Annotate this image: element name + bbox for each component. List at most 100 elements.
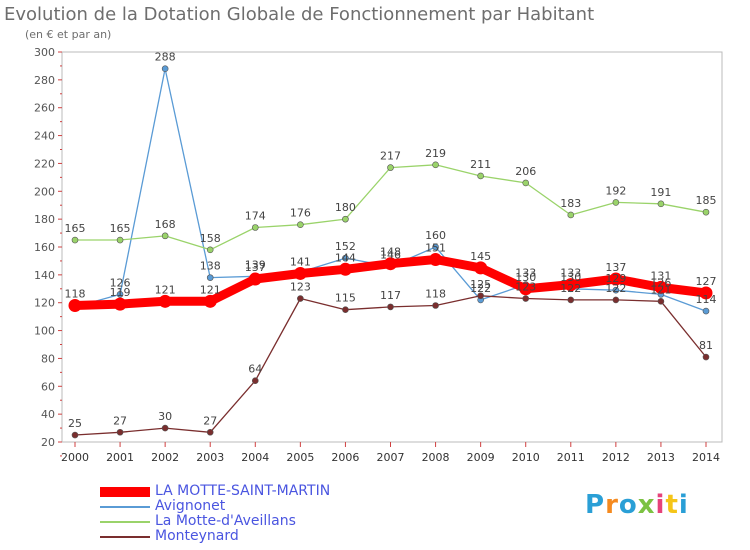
data-label-la-motte-daveillans: 192	[605, 184, 626, 197]
data-label-avignonet: 130	[560, 271, 581, 284]
legend-item-la-motte-daveillans: La Motte-d'Aveillans	[100, 514, 330, 529]
data-point-la-motte-daveillans	[432, 161, 439, 169]
data-point-la-motte-saint-martin	[68, 299, 82, 312]
data-point-la-motte-saint-martin	[474, 261, 488, 275]
legend-label: La Motte-d'Aveillans	[155, 513, 296, 529]
data-point-la-motte-saint-martin	[248, 272, 262, 286]
data-point-la-motte-daveillans	[71, 236, 79, 244]
x-tick-label: 2000	[61, 451, 89, 464]
data-label-la-motte-saint-martin: 144	[335, 251, 356, 264]
data-point-la-motte-saint-martin	[699, 286, 713, 300]
data-label-la-motte-saint-martin: 121	[200, 283, 221, 296]
y-tick-label: 40	[41, 408, 55, 421]
data-point-la-motte-daveillans	[522, 179, 530, 187]
data-point-la-motte-daveillans	[612, 199, 620, 206]
x-tick-label: 2006	[331, 451, 359, 464]
data-label-avignonet: 133	[515, 267, 536, 280]
data-label-la-motte-daveillans: 217	[380, 150, 401, 163]
x-tick-label: 2003	[196, 451, 224, 464]
data-point-la-motte-daveillans	[567, 211, 575, 219]
x-tick-label: 2008	[422, 451, 450, 464]
y-tick-label: 180	[34, 213, 55, 226]
y-tick-label: 220	[34, 157, 55, 170]
data-label-la-motte-daveillans: 191	[650, 186, 671, 199]
x-tick-label: 2002	[151, 451, 179, 464]
data-label-la-motte-daveillans: 176	[290, 207, 311, 220]
data-point-la-motte-saint-martin	[564, 278, 578, 292]
data-label-monteynard: 121	[650, 283, 671, 296]
y-tick-label: 280	[34, 74, 55, 87]
data-label-monteynard: 27	[113, 414, 127, 427]
x-tick-label: 2011	[557, 451, 585, 464]
data-point-la-motte-saint-martin	[384, 257, 397, 271]
data-label-monteynard: 25	[68, 417, 82, 430]
data-label-la-motte-saint-martin: 133	[560, 267, 581, 280]
data-label-avignonet: 122	[470, 282, 491, 295]
y-tick-label: 260	[34, 102, 55, 115]
data-label-avignonet: 160	[425, 229, 446, 242]
data-label-monteynard: 27	[203, 414, 217, 427]
data-point-la-motte-saint-martin	[293, 266, 307, 280]
x-tick-label: 2010	[512, 451, 540, 464]
proxiti-logo: Proxiti	[585, 490, 689, 520]
series-line-la-motte-daveillans	[74, 164, 707, 251]
data-point-avignonet	[702, 307, 710, 315]
logo-letter: r	[605, 490, 619, 520]
logo-letter: t	[665, 490, 679, 520]
data-label-la-motte-saint-martin: 130	[515, 271, 536, 284]
data-label-avignonet: 114	[696, 293, 717, 306]
data-point-avignonet	[612, 286, 620, 294]
x-tick-label: 2014	[692, 451, 720, 464]
data-label-avignonet: 152	[335, 240, 356, 253]
data-point-monteynard	[567, 296, 575, 304]
y-tick-label: 140	[34, 269, 55, 282]
data-label-avignonet: 139	[245, 258, 266, 271]
data-point-monteynard	[657, 298, 665, 305]
legend-swatch	[100, 520, 150, 523]
data-label-la-motte-daveillans: 174	[245, 210, 266, 223]
data-point-monteynard	[432, 302, 439, 309]
data-point-la-motte-daveillans	[657, 200, 665, 208]
data-point-la-motte-saint-martin	[203, 294, 217, 308]
data-label-la-motte-daveillans: 219	[425, 147, 446, 160]
x-tick-label: 2009	[467, 451, 495, 464]
line-chart: 20 40 60 80 100 120 140 160 180 200 220 240 260 280 30…	[34, 46, 723, 464]
data-point-la-motte-saint-martin	[609, 272, 623, 286]
data-point-monteynard	[702, 353, 710, 361]
data-label-la-motte-daveillans: 168	[155, 218, 176, 231]
y-tick-label: 80	[41, 352, 55, 365]
y-tick-label: 160	[34, 241, 55, 254]
data-point-la-motte-daveillans	[477, 172, 484, 180]
legend-swatch	[100, 486, 150, 497]
data-label-monteynard: 115	[335, 292, 356, 305]
data-point-la-motte-saint-martin	[158, 294, 172, 308]
data-point-avignonet	[161, 65, 169, 73]
x-tick-label: 2013	[647, 451, 675, 464]
data-label-la-motte-saint-martin: 131	[650, 269, 671, 282]
data-label-monteynard: 30	[158, 410, 172, 423]
data-label-la-motte-saint-martin: 121	[155, 283, 176, 296]
data-label-avignonet: 146	[380, 249, 401, 262]
y-tick-label: 200	[34, 185, 55, 198]
data-label-monteynard: 118	[425, 288, 446, 301]
chart-title: Evolution de la Dotation Globale de Fonc…	[4, 4, 595, 25]
data-label-avignonet: 126	[110, 276, 131, 289]
data-label-monteynard: 64	[248, 363, 262, 376]
data-point-monteynard	[612, 296, 620, 304]
data-label-monteynard: 117	[380, 289, 401, 302]
data-point-monteynard	[387, 303, 394, 311]
legend-item-avignonet: Avignonet	[100, 499, 330, 514]
data-label-la-motte-saint-martin: 145	[470, 250, 491, 263]
x-tick-label: 2004	[241, 451, 269, 464]
logo-letter: i	[655, 490, 666, 520]
logo-letter: o	[618, 490, 638, 520]
data-point-la-motte-saint-martin	[429, 253, 443, 267]
data-label-monteynard: 122	[605, 282, 626, 295]
data-point-monteynard	[477, 292, 484, 300]
legend-label: Monteynard	[155, 528, 239, 544]
y-tick-label: 300	[34, 46, 55, 59]
data-label-la-motte-saint-martin: 118	[65, 288, 86, 301]
data-point-la-motte-saint-martin	[113, 297, 127, 311]
y-tick-label: 120	[34, 297, 55, 310]
logo-letter: P	[585, 490, 606, 520]
